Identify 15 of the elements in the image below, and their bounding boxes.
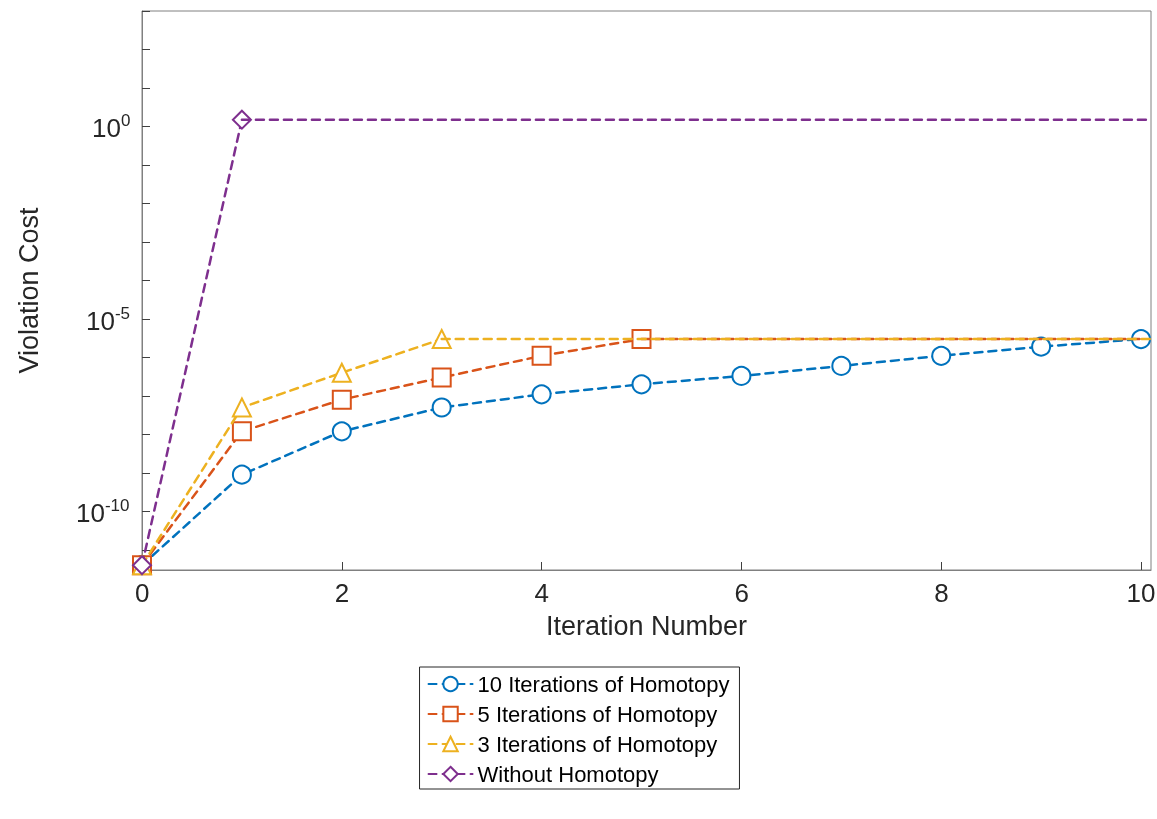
x-tick-label: 8 (934, 578, 949, 608)
y-tick-label: 10$^{-5}$ (86, 303, 131, 338)
y-axis-title: Violation Cost (13, 206, 44, 374)
y-tick-label: 10$^{0}$ (92, 111, 131, 146)
legend-label: 5 Iterations of Homotopy (477, 701, 718, 727)
legend-label: 3 Iterations of Homotopy (477, 731, 718, 757)
x-tick-label: 4 (534, 578, 550, 608)
x-tick-label: 2 (334, 578, 350, 608)
x-tick-label: 0 (135, 578, 150, 608)
x-tick-label: 6 (734, 578, 749, 608)
y-tick-label: 10$^{-10}$ (76, 496, 130, 531)
x-tick-label: 10 (1126, 578, 1156, 608)
legend-label: Without Homotopy (477, 761, 659, 787)
x-axis-title: Iteration Number (545, 610, 748, 641)
legend-label: 10 Iterations of Homotopy (477, 671, 730, 697)
